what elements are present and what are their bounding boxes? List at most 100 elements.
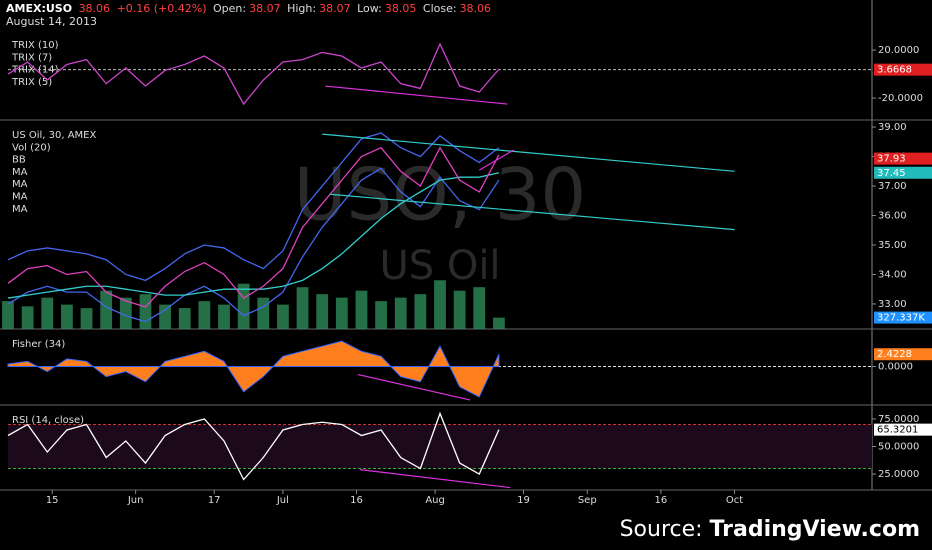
tag-label: 2.4228 [877, 349, 912, 360]
pane-label: BB [12, 155, 26, 166]
pane-label: MA [12, 167, 28, 178]
volume-bar [21, 306, 34, 329]
volume-bar [41, 297, 54, 329]
pane-label: RSI (14, close) [12, 415, 84, 426]
volume-bar [277, 304, 289, 329]
volume-bar [434, 280, 446, 329]
tag-label: 65.3201 [877, 425, 918, 436]
volume-bar [159, 304, 171, 329]
value: 38.06 [459, 2, 492, 15]
x-tick-label: Jun [127, 495, 144, 506]
value: 38.07 [319, 2, 351, 15]
y-tick-label: 25.0000 [878, 469, 919, 480]
value: 38.07 [249, 2, 281, 15]
area [7, 340, 500, 398]
label: Close: [422, 2, 457, 15]
pane-label: US Oil, 30, AMEX [12, 130, 97, 141]
tag-box [874, 423, 932, 436]
volume-bar [394, 297, 407, 329]
x-tick-label: 16 [350, 495, 363, 506]
volume-bar [139, 294, 152, 329]
volume-bar [493, 317, 505, 329]
source: Source: TradingView.com [620, 517, 920, 542]
volume-bar [80, 308, 93, 329]
x-tick-label: Sep [578, 495, 597, 506]
volume-bar [198, 301, 211, 329]
pane-label: MA [12, 179, 28, 190]
trendline [359, 469, 511, 489]
header: AMEX:USO 38.06 +0.16 (+0.42%) Open: 38.07… [6, 2, 494, 28]
line [7, 146, 500, 308]
y-tick-label: 39.00 [878, 122, 907, 133]
tag-label: 3.6668 [877, 65, 912, 76]
tag-box [874, 166, 932, 179]
trendline [325, 85, 508, 105]
source-name: TradingView.com [709, 517, 920, 542]
volume-bar [100, 290, 113, 329]
line [7, 132, 500, 282]
tag-box [874, 311, 932, 324]
volume-bar [355, 290, 368, 329]
volume-bar [237, 283, 250, 329]
volume-bar [119, 297, 132, 329]
y-tick-label: 33.00 [878, 299, 907, 310]
y-tick-label: 34.00 [878, 269, 907, 280]
volume-bar [61, 304, 73, 329]
volume-bar [296, 287, 309, 329]
x-tick-label: Oct [726, 495, 743, 506]
y-tick-label: 36.00 [878, 211, 907, 222]
volume-bar [375, 301, 387, 329]
y-tick-label: 50.0000 [878, 442, 919, 453]
symbol: AMEX:USO [6, 2, 73, 15]
tag-label: 37.45 [877, 168, 906, 179]
tag-label: 37.93 [877, 154, 906, 165]
volume-bar [316, 294, 329, 329]
volume-bar [453, 290, 466, 329]
line [7, 42, 500, 106]
pane-label: MA [12, 192, 28, 203]
trendline [322, 133, 735, 172]
source-prefix: Source: [619, 517, 710, 542]
price: 38.06 [78, 2, 111, 15]
label: High: [287, 2, 317, 15]
x-tick-label: 17 [208, 495, 221, 506]
label: Open: [213, 2, 247, 15]
volume-bar [473, 287, 486, 329]
tag-box [874, 63, 932, 76]
watermark: USO, 30 [294, 153, 586, 237]
volume-bar [257, 297, 270, 329]
x-tick-label: 19 [517, 495, 530, 506]
x-tick-label: Aug [425, 495, 445, 506]
x-tick-label: Jul [276, 495, 289, 506]
pane-label: TRIX (10) [11, 40, 59, 51]
y-tick-label: 0.0000 [878, 361, 913, 372]
trendline [357, 374, 471, 401]
line [7, 411, 500, 481]
pane-label: TRIX (7) [11, 52, 52, 63]
tag-box [874, 152, 932, 165]
pane-label: MA [12, 204, 28, 215]
x-tick-label: 16 [655, 495, 668, 506]
x-tick-label: 15 [46, 495, 59, 506]
trendline [329, 193, 735, 231]
y-tick-label: -20.0000 [878, 93, 923, 104]
volume-bar [2, 301, 14, 329]
pane-label: Vol (20) [12, 142, 51, 153]
y-tick-label: 20.0000 [878, 45, 919, 56]
volume-bar [218, 304, 230, 329]
volume-bar [335, 297, 348, 329]
line [7, 172, 500, 299]
pane-label: TRIX (5) [11, 77, 52, 88]
y-tick-label: 75.0000 [878, 414, 919, 425]
line [7, 167, 500, 323]
band [8, 424, 872, 469]
label: Low: [357, 2, 382, 15]
volume-bar [414, 294, 427, 329]
tag-box [874, 348, 932, 361]
change: +0.16 (+0.42%) [116, 2, 207, 15]
volume-bar [178, 308, 191, 329]
pane-label: Fisher (34) [12, 339, 65, 350]
trendline [478, 149, 514, 171]
